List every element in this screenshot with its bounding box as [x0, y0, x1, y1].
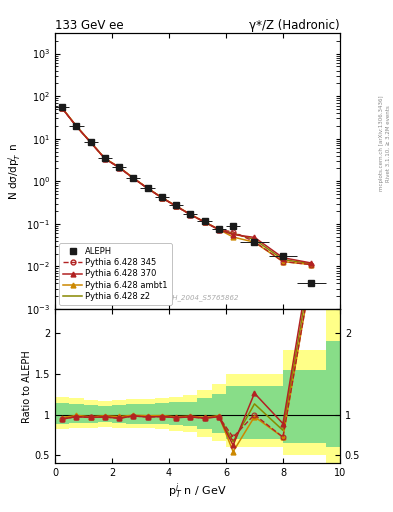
- Y-axis label: N dσ/dp$_T^i$ n: N dσ/dp$_T^i$ n: [7, 143, 24, 200]
- Text: Rivet 3.1.10, ≥ 3.2M events: Rivet 3.1.10, ≥ 3.2M events: [386, 105, 391, 182]
- Text: ALEPH_2004_S5765862: ALEPH_2004_S5765862: [156, 294, 239, 301]
- X-axis label: p$_T^i$ n / GeV: p$_T^i$ n / GeV: [168, 481, 227, 501]
- Text: mcplots.cern.ch [arXiv:1306.3436]: mcplots.cern.ch [arXiv:1306.3436]: [379, 96, 384, 191]
- Text: γ*/Z (Hadronic): γ*/Z (Hadronic): [249, 19, 340, 32]
- Legend: ALEPH, Pythia 6.428 345, Pythia 6.428 370, Pythia 6.428 ambt1, Pythia 6.428 z2: ALEPH, Pythia 6.428 345, Pythia 6.428 37…: [59, 243, 172, 305]
- Y-axis label: Ratio to ALEPH: Ratio to ALEPH: [22, 350, 32, 422]
- Text: 133 GeV ee: 133 GeV ee: [55, 19, 124, 32]
